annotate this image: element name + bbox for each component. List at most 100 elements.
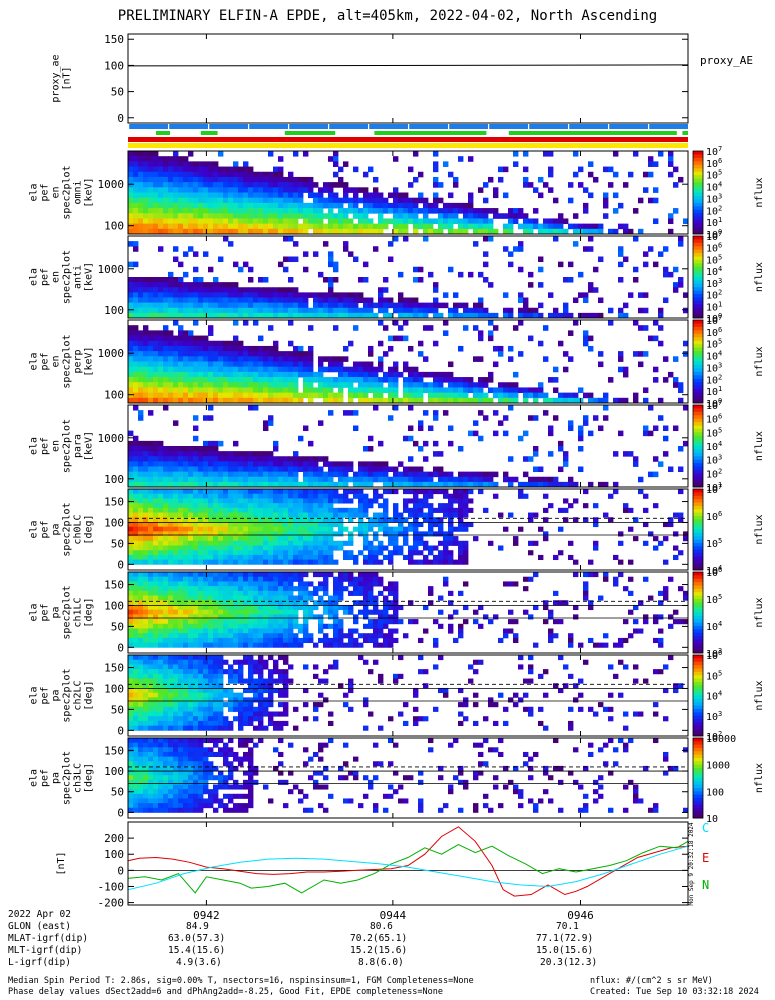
heatmap-cell <box>133 218 139 225</box>
colorbar-swatch <box>693 418 703 423</box>
heatmap-cell <box>293 503 299 509</box>
heatmap-cell <box>143 335 149 342</box>
heatmap-cell <box>543 410 549 416</box>
heatmap-cell <box>153 550 159 556</box>
heatmap-cell <box>478 392 484 399</box>
heatmap-cell <box>298 456 304 462</box>
heatmap-cell <box>218 176 224 183</box>
heatmap-cell <box>308 440 314 447</box>
heatmap-cell <box>263 307 269 314</box>
heatmap-cell <box>138 228 144 235</box>
heatmap-cell <box>203 507 209 513</box>
heatmap-cell <box>598 425 604 432</box>
heatmap-cell <box>188 223 194 230</box>
heatmap-cell <box>453 387 459 394</box>
heatmap-cell <box>263 637 269 644</box>
heatmap-cell <box>323 604 329 611</box>
heatmap-cell <box>348 392 354 399</box>
heatmap-cell <box>498 545 504 551</box>
heatmap-cell <box>653 187 659 193</box>
heatmap-cell <box>148 392 154 399</box>
ylabel-line: perp <box>73 349 84 373</box>
heatmap-cell <box>413 507 419 513</box>
heatmap-cell <box>278 526 284 532</box>
heatmap-cell <box>273 545 279 551</box>
heatmap-cell <box>163 559 169 565</box>
heatmap-cell <box>448 498 454 504</box>
heatmap-cell <box>173 307 179 314</box>
heatmap-cell <box>543 517 549 523</box>
heatmap-cell <box>253 197 259 204</box>
heatmap-cell <box>158 213 164 219</box>
heatmap-cell <box>223 619 229 625</box>
heatmap-cell <box>253 503 259 509</box>
heatmap-cell <box>303 540 309 546</box>
heatmap-cell <box>423 481 429 488</box>
heatmap-cell <box>448 540 454 546</box>
heatmap-cell <box>193 228 199 235</box>
heatmap-cell <box>208 619 214 625</box>
heatmap-cell <box>148 595 154 601</box>
heatmap-cell <box>218 223 224 230</box>
heatmap-cell <box>198 213 204 219</box>
heatmap-cell <box>318 361 324 368</box>
heatmap-cell <box>233 476 239 483</box>
ylabel-line: spec2plot <box>62 585 73 639</box>
heatmap-cell <box>153 600 159 606</box>
heatmap-cell <box>333 197 339 204</box>
heatmap-cell <box>238 493 244 499</box>
heatmap-cell <box>248 387 254 394</box>
heatmap-cell <box>143 166 149 173</box>
heatmap-cell <box>523 151 529 157</box>
heatmap-cell <box>213 604 219 611</box>
heatmap-cell <box>128 335 134 342</box>
heatmap-cell <box>348 387 354 394</box>
heatmap-cell <box>503 307 509 314</box>
heatmap-cell <box>453 302 459 309</box>
heatmap-cell <box>253 405 259 411</box>
heatmap-cell <box>243 559 249 565</box>
heatmap-cell <box>248 559 254 565</box>
heatmap-cell <box>378 521 384 528</box>
heatmap-cell <box>158 166 164 173</box>
heatmap-cell <box>233 581 239 587</box>
heatmap-cell <box>213 512 219 518</box>
heatmap-cell <box>283 590 289 596</box>
heatmap-cell <box>143 307 149 314</box>
colorbar-swatch <box>693 273 703 278</box>
heatmap-cell <box>393 197 399 204</box>
heatmap-cell <box>158 604 164 611</box>
heatmap-cell <box>133 397 139 404</box>
heatmap-cell <box>258 456 264 462</box>
heatmap-cell <box>343 476 349 483</box>
heatmap-cell <box>318 228 324 235</box>
heatmap-cell <box>213 182 219 188</box>
heatmap-cell <box>378 228 384 235</box>
heatmap-cell <box>258 377 264 383</box>
heatmap-cell <box>388 397 394 404</box>
heatmap-cell <box>288 572 294 578</box>
heatmap-cell <box>273 540 279 546</box>
heatmap-cell <box>273 581 279 587</box>
heatmap-cell <box>358 493 364 499</box>
heatmap-cell <box>338 202 344 209</box>
heatmap-cell <box>643 325 649 331</box>
heatmap-cell <box>423 493 429 499</box>
colorbar-tick: 106 <box>706 510 722 523</box>
heatmap-cell <box>133 446 139 452</box>
heatmap-cell <box>363 171 369 178</box>
heatmap-cell <box>518 208 524 214</box>
heatmap-cell <box>338 581 344 587</box>
heatmap-cell <box>368 197 374 204</box>
heatmap-cell <box>158 590 164 596</box>
heatmap-cell <box>458 382 464 388</box>
colorbar-swatch <box>693 300 703 305</box>
heatmap-cell <box>453 536 459 542</box>
heatmap-cell <box>158 156 164 162</box>
heatmap-cell <box>273 446 279 452</box>
heatmap-cell <box>173 356 179 362</box>
heatmap-cell <box>293 256 299 263</box>
heatmap-cell <box>243 498 249 504</box>
heatmap-cell <box>278 536 284 542</box>
heatmap-cell <box>253 493 259 499</box>
